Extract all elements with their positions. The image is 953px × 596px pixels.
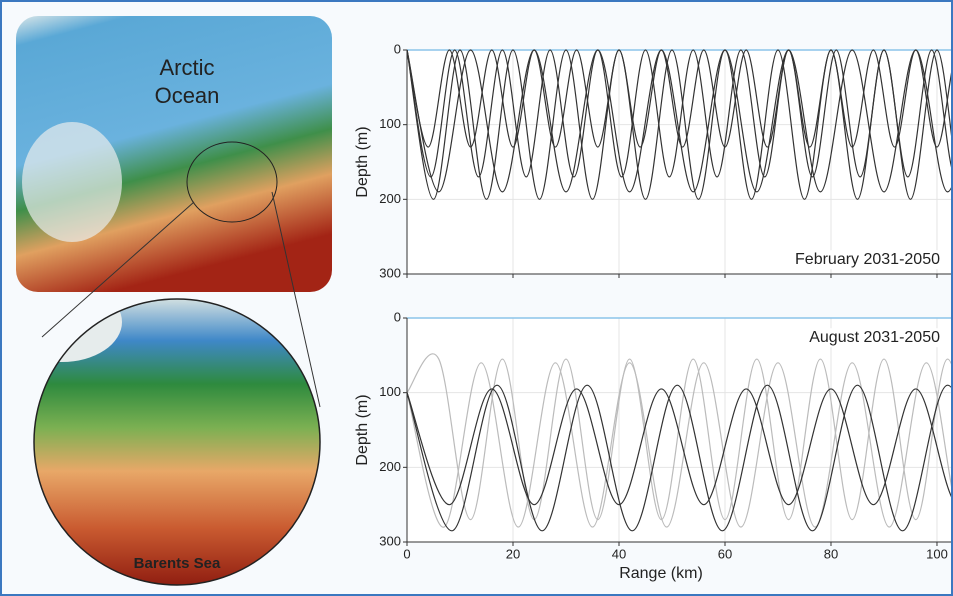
y-tick-label: 100 — [379, 384, 401, 399]
y-axis-label: Depth (m) — [354, 394, 371, 465]
x-tick-label: 60 — [718, 546, 732, 561]
x-tick-label: 100 — [926, 546, 948, 561]
map-label: Barents Sea — [134, 555, 221, 572]
y-tick-label: 0 — [394, 309, 401, 324]
annotation: February 2031-2050 — [795, 251, 940, 268]
x-tick-label: 80 — [824, 546, 838, 561]
land — [22, 122, 122, 242]
map-label: Ocean — [155, 83, 220, 108]
y-tick-label: 200 — [379, 459, 401, 474]
y-tick-label: 0 — [394, 41, 401, 56]
y-tick-label: 200 — [379, 191, 401, 206]
y-axis-label: Depth (m) — [354, 126, 371, 197]
x-tick-label: 20 — [506, 546, 520, 561]
y-tick-label: 300 — [379, 533, 401, 548]
map-label: Arctic — [160, 55, 215, 80]
x-tick-label: 0 — [403, 546, 410, 561]
y-tick-label: 300 — [379, 265, 401, 280]
annotation: August 2031-2050 — [809, 329, 940, 346]
x-tick-label: 40 — [612, 546, 626, 561]
plot-area — [407, 318, 953, 542]
x-axis-label: Range (km) — [619, 565, 703, 582]
figure: Arctic Ocean Barents Sea 0100200300Depth… — [0, 0, 953, 596]
inset-map — [2, 282, 322, 587]
figure-canvas: Arctic Ocean Barents Sea 0100200300Depth… — [2, 2, 953, 596]
y-tick-label: 100 — [379, 116, 401, 131]
